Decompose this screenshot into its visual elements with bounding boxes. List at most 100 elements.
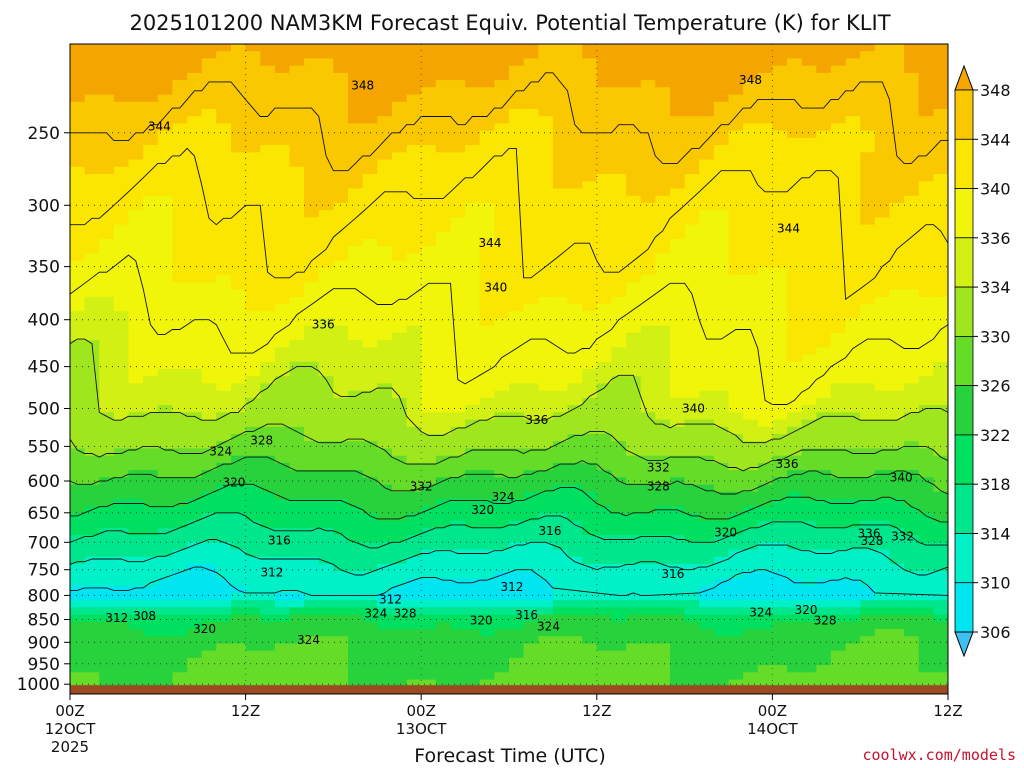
field-cell <box>231 419 247 428</box>
field-cell <box>70 210 86 218</box>
field-cell <box>391 636 408 644</box>
field-cell <box>552 174 569 182</box>
field-cell <box>494 123 510 132</box>
field-cell <box>538 376 554 384</box>
field-cell <box>362 44 378 52</box>
field-cell <box>845 101 861 110</box>
field-cell <box>713 340 730 348</box>
field-cell <box>260 296 276 305</box>
field-cell <box>670 87 686 96</box>
field-cell <box>538 470 554 478</box>
field-cell <box>201 513 217 522</box>
field-cell <box>494 419 510 428</box>
field-cell <box>596 470 612 478</box>
field-cell <box>70 629 86 637</box>
field-cell <box>860 506 876 514</box>
field-cell <box>713 289 730 298</box>
field-cell <box>538 614 554 623</box>
field-cell <box>465 564 481 572</box>
field-cell <box>611 462 627 471</box>
field-cell <box>670 412 686 421</box>
field-cell <box>421 535 437 543</box>
field-cell <box>128 527 144 536</box>
field-cell <box>274 304 291 312</box>
field-cell <box>713 462 730 471</box>
field-cell <box>670 657 686 666</box>
field-cell <box>348 564 364 572</box>
field-cell <box>143 426 159 435</box>
field-cell <box>216 477 232 486</box>
field-cell <box>304 441 320 449</box>
field-cell <box>772 491 788 500</box>
field-cell <box>684 592 700 601</box>
field-cell <box>596 347 612 356</box>
field-cell <box>509 304 525 312</box>
field-cell <box>348 578 364 587</box>
field-cell <box>494 672 510 681</box>
field-cell <box>274 58 291 67</box>
field-cell <box>391 491 408 500</box>
field-cell <box>113 347 130 356</box>
field-cell <box>713 87 730 96</box>
field-cell <box>582 383 598 392</box>
field-cell <box>611 195 627 204</box>
field-cell <box>99 325 115 334</box>
field-cell <box>582 484 598 493</box>
field-cell <box>421 94 437 103</box>
field-cell <box>318 607 334 616</box>
field-cell <box>596 72 612 81</box>
field-cell <box>304 210 320 218</box>
field-cell <box>509 340 525 348</box>
field-cell <box>362 354 378 363</box>
field-cell <box>655 549 671 558</box>
field-cell <box>172 311 188 319</box>
field-cell <box>479 181 495 189</box>
field-cell <box>391 217 408 226</box>
field-cell <box>450 556 466 565</box>
field-cell <box>728 44 744 52</box>
field-cell <box>143 325 159 334</box>
field-cell <box>362 513 378 522</box>
field-cell <box>113 311 130 319</box>
field-cell <box>391 542 408 551</box>
field-cell <box>231 426 247 435</box>
field-cell <box>699 665 715 673</box>
field-cell <box>435 304 451 312</box>
field-cell <box>611 260 627 269</box>
field-cell <box>450 267 466 276</box>
field-cell <box>450 109 466 117</box>
field-cell <box>845 383 861 392</box>
field-cell <box>567 643 583 652</box>
field-cell <box>596 123 612 132</box>
field-cell <box>231 44 247 52</box>
field-cell <box>391 65 408 74</box>
field-cell <box>304 152 320 161</box>
field-cell <box>582 470 598 478</box>
field-cell <box>435 600 451 608</box>
field-cell <box>655 672 671 681</box>
field-cell <box>348 376 364 384</box>
field-cell <box>216 65 232 74</box>
field-cell <box>538 332 554 341</box>
field-cell <box>435 564 451 572</box>
field-cell <box>421 477 437 486</box>
field-cell <box>816 260 832 269</box>
field-cell <box>128 419 144 428</box>
field-cell <box>728 181 744 189</box>
field-cell <box>333 210 349 218</box>
field-cell <box>216 614 232 623</box>
field-cell <box>113 289 130 298</box>
field-cell <box>787 51 803 59</box>
field-cell <box>201 600 217 608</box>
field-cell <box>611 239 627 247</box>
field-cell <box>816 174 832 182</box>
field-cell <box>435 383 451 392</box>
field-cell <box>465 166 481 175</box>
field-cell <box>216 643 232 652</box>
field-cell <box>816 347 832 356</box>
field-cell <box>611 571 627 579</box>
field-cell <box>333 499 349 507</box>
field-cell <box>596 484 612 493</box>
field-cell <box>684 434 700 442</box>
field-cell <box>611 564 627 572</box>
